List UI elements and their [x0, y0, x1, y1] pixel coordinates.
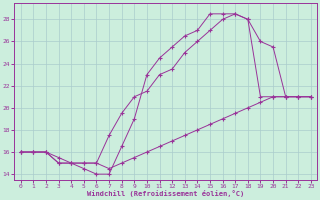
X-axis label: Windchill (Refroidissement éolien,°C): Windchill (Refroidissement éolien,°C) [87, 190, 244, 197]
